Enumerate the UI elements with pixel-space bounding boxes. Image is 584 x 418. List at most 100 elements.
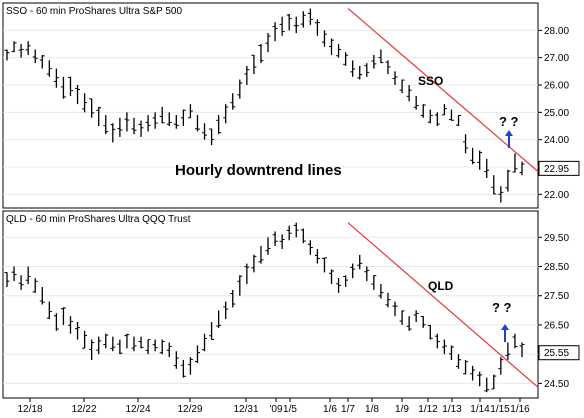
ohlc-bar (124, 333, 130, 349)
ohlc-bar (321, 30, 327, 47)
ohlc-bar (371, 275, 377, 290)
ohlc-bar (25, 266, 31, 285)
x-tick-label: 1/12 (418, 404, 438, 415)
ohlc-bar (307, 8, 313, 25)
ohlc-bar (187, 104, 193, 119)
ohlc-bar (60, 76, 66, 99)
ohlc-bar (223, 301, 229, 320)
y-tick-label: 25.00 (544, 108, 569, 119)
ohlc-bar (392, 71, 398, 85)
ohlc-bar (399, 79, 405, 94)
ohlc-bar (244, 65, 250, 85)
y-tick-label: 28.00 (544, 26, 569, 37)
ohlc-bar (53, 68, 59, 88)
trendline (347, 222, 539, 388)
ohlc-bar (159, 339, 165, 355)
ohlc-bar (67, 316, 73, 334)
ohlc-bar (272, 231, 278, 247)
ohlc-bar (350, 263, 356, 279)
panel-sso: 22.0023.0024.0025.0026.0027.0028.0022.95… (2, 2, 580, 209)
ohlc-bar (124, 112, 130, 132)
ohlc-bar (279, 234, 285, 249)
x-axis: 12/18 12/22 12/24 12/29 12/31 '09 1/5 1/6 1/7 1/8… (3, 397, 538, 415)
ohlc-bar (265, 237, 271, 255)
ohlc-bar (110, 123, 116, 143)
ohlc-bar (230, 93, 236, 110)
ohlc-bar (321, 257, 327, 273)
y-tick-label: 28.50 (544, 262, 569, 273)
ohlc-bar (25, 41, 31, 55)
ohlc-bar (265, 33, 271, 53)
ohlc-bar (223, 104, 229, 124)
ohlc-bar (187, 357, 193, 375)
ohlc-bar (216, 115, 222, 135)
ohlc-bar (46, 301, 52, 320)
last-price-label: 25.55 (544, 348, 569, 359)
up-arrow-icon (501, 324, 509, 342)
ohlc-bar (32, 278, 38, 293)
y-tick-label: 24.00 (544, 135, 569, 146)
last-price-label: 22.95 (544, 164, 569, 175)
ohlc-bar (159, 106, 165, 124)
ohlc-bar (145, 115, 151, 132)
x-tick-label: 1/8 (365, 404, 379, 415)
ohlc-bar (173, 351, 179, 369)
ohlc-bar (103, 333, 109, 349)
ohlc-bar (463, 360, 469, 375)
ohlc-bar (166, 342, 172, 358)
x-tick-label: 12/18 (17, 404, 42, 415)
ohlc-bar (364, 266, 370, 282)
ohlc-bar (441, 339, 447, 355)
ohlc-bar (470, 365, 476, 381)
y-tick-label: 27.50 (544, 291, 569, 302)
ohlc-bar (427, 109, 433, 124)
ohlc-bar (477, 371, 483, 387)
ohlc-bar (110, 336, 116, 352)
ohlc-bar (343, 52, 349, 66)
ohlc-bar (244, 263, 250, 285)
ohlc-bar (448, 345, 454, 361)
ohlc-bar (371, 54, 377, 69)
ohlc-bar (399, 310, 405, 325)
ohlc-bar (519, 161, 525, 176)
ohlc-bar (336, 278, 342, 293)
trendline (347, 8, 539, 172)
y-tick-label: 24.50 (544, 379, 569, 390)
ohlc-bar (75, 85, 81, 105)
ohlc-bar (11, 266, 17, 282)
ohlc-bar (237, 79, 243, 99)
plot-frame (2, 2, 539, 209)
ohlc-bar (82, 93, 88, 113)
ohlc-bar (385, 292, 391, 308)
ohlc-bar (117, 117, 123, 137)
ohlc-bar (39, 286, 45, 305)
ohlc-bar (96, 106, 102, 126)
last-price-box (538, 345, 580, 361)
ohlc-bar (96, 336, 102, 355)
ohlc-bar (420, 316, 426, 328)
ohlc-bar (406, 85, 412, 102)
ohlc-bar (406, 316, 412, 331)
ohlc-bar (4, 272, 10, 287)
ohlc-bar (484, 158, 490, 178)
ohlc-bar (152, 112, 158, 129)
series-label: QLD (428, 279, 454, 293)
ohlc-bar (286, 225, 292, 241)
ohlc-bar (498, 186, 504, 203)
x-tick-label: 12/24 (125, 404, 150, 415)
x-tick-label: 1/5 (283, 404, 297, 415)
x-tick-label: 12/22 (71, 404, 96, 415)
ohlc-bar (378, 284, 384, 299)
ohlc-bar (491, 175, 497, 195)
ohlc-bar (237, 275, 243, 296)
ohlc-bar (209, 322, 215, 341)
ohlc-bar (498, 357, 504, 375)
x-tick-label: 1/14 (470, 404, 490, 415)
y-tick-label: 26.00 (544, 81, 569, 92)
ohlc-bar (293, 222, 299, 238)
ohlc-bar (456, 354, 462, 369)
ohlc-bar (491, 374, 497, 390)
ohlc-bar (413, 95, 419, 110)
ohlc-bar (18, 44, 24, 58)
ohlc-bar (202, 333, 208, 352)
